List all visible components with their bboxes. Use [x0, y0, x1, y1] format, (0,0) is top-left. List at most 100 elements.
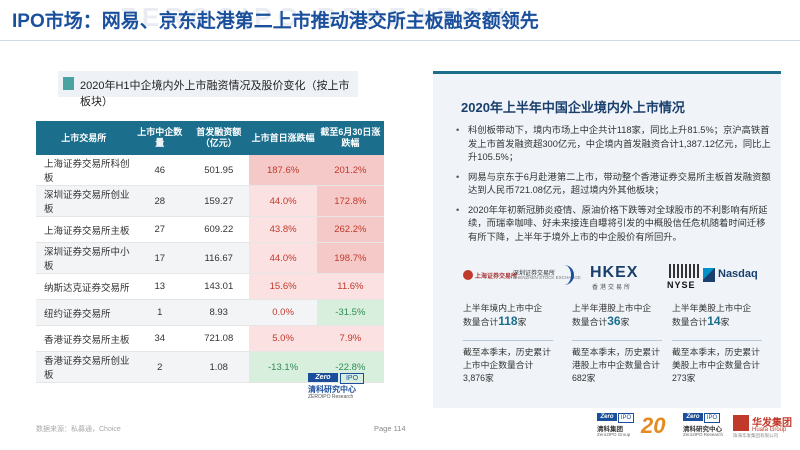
table-row: 纳斯达克证券交易所 13 143.01 15.6% 11.6% [36, 273, 384, 300]
stat-prefix: 数量合计 [463, 317, 499, 327]
stat-line: 上半年境内上市中企 [463, 303, 543, 313]
cell-exchange: 纽约证券交易所 [36, 299, 132, 326]
nasdaq-logo-text: Nasdaq [718, 268, 758, 280]
stat-line: 截至本季末，历史累计 [572, 347, 660, 357]
bullet-list: 科创板带动下，境内市场上中企共计118家，同比上升81.5%；京沪高铁首发上市首… [456, 124, 774, 250]
cell-day1: 44.0% [249, 242, 317, 274]
stat-hk-cum: 截至本季末，历史累计 港股上市中企数量合计 682家 [572, 346, 672, 385]
cell-amount: 159.27 [187, 185, 250, 217]
cell-jun30: 198.7% [316, 242, 384, 274]
stat-prefix: 数量合计 [572, 317, 608, 327]
cell-amount: 609.22 [187, 216, 250, 243]
cell-day1: 43.8% [249, 216, 317, 243]
cell-count: 27 [131, 216, 188, 243]
cell-day1: 0.0% [249, 299, 317, 326]
stat-divider [672, 340, 762, 341]
stat-number: 14 [707, 314, 721, 328]
cell-count: 34 [131, 325, 188, 352]
cell-exchange: 深圳证券交易所创业板 [36, 185, 132, 217]
stat-domestic-cum: 截至本季末，历史累计 上市中企数量合计 3,876家 [463, 346, 563, 385]
stat-unit: 家 [720, 317, 730, 327]
ipo-badge: IPO [618, 413, 634, 423]
cell-count: 46 [131, 155, 188, 186]
table-caption-text: 2020年H1中企境内外上市融资情况及股价变化（按上市板块） [80, 80, 350, 108]
cell-amount: 1.08 [187, 351, 250, 383]
cell-amount: 721.08 [187, 325, 250, 352]
data-source: 数据来源：私募通，Choice [36, 426, 121, 433]
panel-top-bar [433, 71, 781, 74]
ipo-table: 上市交易所 上市中企数量 首发融资额（亿元） 上市首日涨跌幅 截至6月30日涨跌… [36, 121, 384, 383]
cell-jun30: 201.2% [316, 155, 384, 186]
bullet-item: 科创板带动下，境内市场上中企共计118家，同比上升81.5%；京沪高铁首发上市首… [456, 124, 774, 165]
cell-exchange: 香港证券交易所创业板 [36, 351, 132, 383]
szse-logo-cn: 深圳证券交易所 [513, 271, 556, 277]
stat-line: 港股上市中企数量合计 [572, 360, 660, 370]
hkex-logo-cn: 香港交易所 [592, 285, 633, 291]
anniversary-logo: 20 [641, 413, 666, 438]
cell-exchange: 香港证券交易所主板 [36, 325, 132, 352]
hkex-logo-text: HKEX [590, 264, 639, 281]
table-row: 纽约证券交易所 1 8.93 0.0% -31.5% [36, 299, 384, 326]
stat-us: 上半年美股上市中企 数量合计14家 [672, 302, 772, 329]
zero2ipo-research-logo: Zero IPO 清科研究中心 Zero2IPO Research [683, 413, 729, 441]
zero-logo-en: ZEROIPO Research [308, 394, 354, 400]
table-row: 深圳证券交易所中小板 17 116.67 44.0% 198.7% [36, 242, 384, 274]
cell-jun30: -31.5% [316, 299, 384, 326]
cell-amount: 8.93 [187, 299, 250, 326]
huafa-mark-icon [733, 415, 749, 431]
table-row: 香港证券交易所创业板 2 1.08 -13.1% -22.8% [36, 351, 384, 383]
ipo-badge: IPO [704, 413, 720, 423]
table-row: 上海证券交易所主板 27 609.22 43.8% 262.2% [36, 216, 384, 243]
stat-number: 36 [607, 314, 621, 328]
zero-badge: Zero [597, 413, 617, 421]
stat-prefix: 数量合计 [672, 317, 708, 327]
panel-title: 2020年上半年中国企业境内外上市情况 [461, 100, 685, 115]
cell-count: 2 [131, 351, 188, 383]
cell-exchange: 深圳证券交易所中小板 [36, 242, 132, 274]
cell-count: 13 [131, 273, 188, 300]
stat-count-line: 数量合计118家 [463, 315, 563, 329]
table-caption: 2020年H1中企境内外上市融资情况及股价变化（按上市板块） [58, 71, 358, 108]
stat-us-cum: 截至本季末，历史累计 美股上市中企数量合计 273家 [672, 346, 772, 385]
szse-logo-en: SHENZHEN STOCK EXCHANGE [513, 275, 581, 280]
cell-amount: 143.01 [187, 273, 250, 300]
research-name: 清科研究中心 [683, 426, 722, 433]
cell-jun30: 172.8% [316, 185, 384, 217]
stat-line: 截至本季末，历史累计 [672, 347, 760, 357]
col-header-exchange: 上市交易所 [36, 121, 132, 155]
page-title: IPO市场：网易、京东赴港第二上市推动港交所主板融资额领先 [12, 11, 539, 32]
stat-unit: 家 [620, 317, 630, 327]
stat-line: 截至本季末，历史累计 [463, 347, 551, 357]
table-row: 香港证券交易所主板 34 721.08 5.0% 7.9% [36, 325, 384, 352]
stat-line: 3,876家 [463, 373, 494, 383]
cell-count: 17 [131, 242, 188, 274]
hkex-logo: HKEX 香港交易所 [590, 262, 637, 294]
huafa-sub: 珠海华发集团有限公司 [733, 433, 778, 438]
page-number: Page 114 [374, 424, 406, 433]
sse-logo-text: 上海证券交易所 [475, 274, 518, 280]
nasdaq-logo: Nasdaq [703, 262, 759, 294]
cell-day1: 44.0% [249, 185, 317, 217]
cell-amount: 116.67 [187, 242, 250, 274]
stat-line: 273家 [672, 373, 696, 383]
huafa-name: 华发集团 [752, 418, 792, 429]
cell-amount: 501.95 [187, 155, 250, 186]
table-header-row: 上市交易所 上市中企数量 首发融资额（亿元） 上市首日涨跌幅 截至6月30日涨跌… [36, 121, 384, 155]
sse-seal-icon [463, 270, 473, 280]
cell-day1: 15.6% [249, 273, 317, 300]
table-row: 上海证券交易所科创板 46 501.95 187.6% 201.2% [36, 155, 384, 186]
col-header-day1: 上市首日涨跌幅 [249, 121, 317, 155]
col-header-amount: 首发融资额（亿元） [187, 121, 250, 155]
szse-arc-icon [555, 265, 574, 285]
sse-logo: 上海证券交易所 [463, 262, 517, 294]
stat-line: 682家 [572, 373, 596, 383]
huafa-logo: 华发集团 Huafa Group 珠海华发集团有限公司 [733, 413, 793, 441]
bullet-item: 2020年年初新冠肺炎疫情、原油价格下跌等对全球股市的不利影响有所延续，而瑞幸咖… [456, 204, 774, 245]
nyse-logo-text: NYSE [667, 280, 696, 290]
title-divider [0, 40, 800, 41]
huafa-en: Huafa Group [752, 427, 787, 433]
cell-exchange: 上海证券交易所科创板 [36, 155, 132, 186]
zero-logo-name: 清科研究中心 [308, 385, 356, 394]
group-en: Zero2IPO Group [597, 432, 631, 437]
stat-count-line: 数量合计14家 [672, 315, 772, 329]
